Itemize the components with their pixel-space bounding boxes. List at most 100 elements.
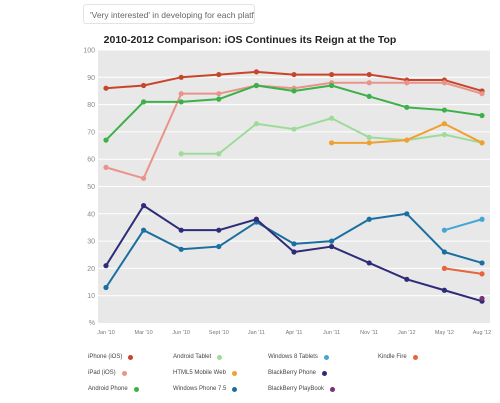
- x-tick-label: Aug '12: [473, 330, 491, 336]
- data-point-iphone-ios: [216, 71, 222, 78]
- legend-item-blackberry-phone: BlackBerry Phone: [268, 370, 328, 376]
- legend-swatch: [232, 386, 238, 392]
- data-point-android-tablet: [216, 151, 222, 157]
- data-point-iphone-ios: [178, 74, 184, 80]
- x-tick-label: Jan '10: [97, 330, 115, 336]
- y-tick-label: 10: [87, 293, 95, 300]
- data-point-android-phone: [291, 88, 297, 94]
- data-point-html5-mobile-web: [366, 140, 372, 146]
- data-point-ipad-ios: [404, 80, 410, 86]
- legend-item-ipad-ios: iPad (iOS): [88, 370, 127, 376]
- x-tick-label: Mar '10: [135, 330, 153, 336]
- legend-item-windows-8-tablets: Windows 8 Tablets: [268, 354, 329, 360]
- data-point-iphone-ios: [103, 85, 109, 91]
- legend-item-android-phone: Android Phone: [88, 386, 139, 392]
- data-point-html5-mobile-web: [329, 140, 335, 146]
- data-point-iphone-ios: [253, 69, 259, 75]
- data-point-android-phone: [329, 82, 335, 89]
- data-point-windows-phone-7-5: [103, 284, 109, 291]
- legend-swatch: [322, 370, 328, 376]
- data-point-android-tablet: [329, 115, 335, 121]
- data-point-windows-phone-7-5: [479, 260, 485, 266]
- data-point-blackberry-phone: [441, 287, 447, 293]
- x-tick-label: Jan '12: [398, 330, 416, 336]
- data-point-blackberry-phone: [178, 227, 184, 233]
- chart-legend: iPhone (iOS) iPad (iOS) Android Phone Andro…: [88, 350, 488, 402]
- data-point-windows-phone-7-5: [366, 216, 372, 222]
- x-tick-label: Apr '11: [286, 330, 303, 336]
- x-tick-label: Jun '11: [323, 330, 340, 336]
- legend-label: BlackBerry Phone: [268, 370, 317, 376]
- data-point-ipad-ios: [479, 91, 485, 97]
- legend-swatch: [217, 354, 223, 360]
- y-tick-label: 50: [87, 184, 95, 191]
- y-tick-label: 60: [87, 157, 95, 164]
- legend-item-iphone-ios: iPhone (iOS): [88, 354, 134, 360]
- data-point-android-tablet: [366, 134, 372, 140]
- legend-label: Android Tablet: [173, 354, 212, 360]
- y-tick-label: 100: [83, 48, 95, 55]
- y-tick-label: 40: [87, 211, 95, 218]
- x-tick-label: May '12: [435, 330, 454, 336]
- data-point-windows-phone-7-5: [291, 241, 297, 247]
- data-point-windows-phone-7-5: [404, 211, 410, 217]
- legend-label: iPhone (iOS): [88, 354, 123, 360]
- x-tick-label: Jun '10: [172, 330, 190, 336]
- chart-caption: 'Very interested' in developing for each…: [83, 4, 255, 24]
- legend-label: Windows 8 Tablets: [268, 354, 318, 360]
- data-point-blackberry-phone: [329, 243, 335, 250]
- data-point-iphone-ios: [366, 71, 372, 78]
- y-tick-label: 80: [87, 102, 95, 109]
- y-tick-label: 30: [87, 239, 95, 246]
- data-point-android-phone: [103, 137, 109, 143]
- line-chart: 10 20 30 40 50 60 70 80 90 100%Jan '10 Mar '10 Jun …: [83, 48, 491, 337]
- data-point-html5-mobile-web: [441, 121, 447, 127]
- legend-label: Kindle Fire: [378, 354, 407, 360]
- data-point-blackberry-phone: [291, 249, 297, 255]
- legend-label: Windows Phone 7.5: [173, 386, 227, 392]
- legend-label: HTML5 Mobile Web: [173, 370, 226, 376]
- data-point-ipad-ios: [366, 80, 372, 86]
- legend-swatch: [330, 386, 336, 392]
- data-point-android-phone: [366, 93, 372, 100]
- data-point-kindle-fire: [479, 271, 485, 277]
- legend-item-windows-phone-7-5: Windows Phone 7.5: [173, 386, 238, 392]
- y-tick-label: 70: [87, 129, 95, 136]
- data-point-blackberry-phone: [103, 263, 109, 269]
- legend-item-android-tablet: Android Tablet: [173, 354, 223, 360]
- x-tick-label: Sept '10: [209, 330, 229, 336]
- data-point-windows-phone-7-5: [141, 227, 147, 233]
- legend-swatch: [323, 354, 329, 360]
- data-point-android-phone: [216, 96, 222, 102]
- data-point-windows-phone-7-5: [441, 249, 447, 255]
- data-point-ipad-ios: [103, 164, 109, 170]
- data-point-android-phone: [404, 104, 410, 110]
- data-point-ipad-ios: [216, 91, 222, 97]
- y-axis-label: %: [89, 320, 95, 327]
- data-point-android-phone: [479, 112, 485, 119]
- x-tick-label: Nov '11: [360, 330, 378, 336]
- legend-label: Android Phone: [88, 386, 128, 392]
- legend-item-blackberry-playbook: BlackBerry PlayBook: [268, 386, 336, 392]
- data-point-windows-phone-7-5: [329, 238, 335, 244]
- legend-swatch: [121, 370, 127, 376]
- legend-item-kindle-fire: Kindle Fire: [378, 354, 418, 360]
- data-point-kindle-fire: [441, 265, 447, 271]
- legend-label: BlackBerry PlayBook: [268, 386, 325, 392]
- data-point-windows-phone-7-5: [216, 243, 222, 250]
- data-point-html5-mobile-web: [404, 137, 410, 143]
- data-point-ipad-ios: [178, 91, 184, 97]
- data-point-android-phone: [441, 107, 447, 113]
- x-tick-label: Jan '11: [248, 330, 265, 336]
- data-point-android-phone: [141, 99, 147, 105]
- y-tick-label: 20: [87, 266, 95, 273]
- data-point-iphone-ios: [291, 71, 297, 78]
- data-point-iphone-ios: [329, 71, 335, 78]
- data-point-html5-mobile-web: [479, 140, 485, 146]
- legend-swatch: [133, 386, 139, 392]
- y-tick-label: 90: [87, 75, 95, 82]
- data-point-blackberry-phone: [366, 260, 372, 266]
- data-point-windows-8-tablets: [441, 227, 447, 233]
- data-point-blackberry-playbook: [479, 295, 485, 302]
- series-line-kindle-fire: [444, 267, 483, 275]
